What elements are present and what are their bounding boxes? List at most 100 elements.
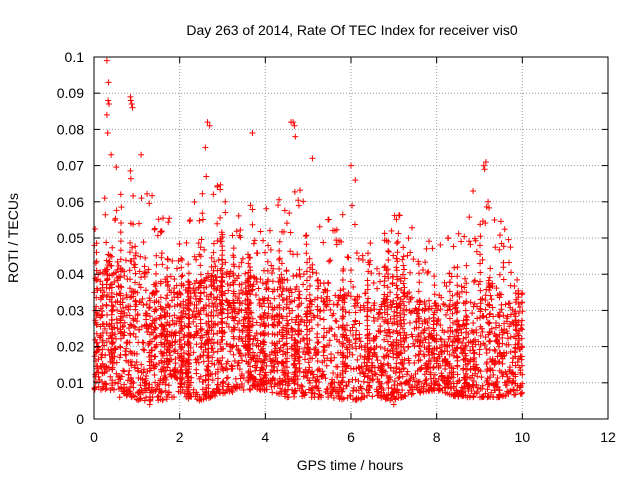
data-point: [108, 299, 115, 306]
data-point: [184, 377, 191, 384]
data-point: [239, 357, 246, 364]
data-point: [99, 360, 106, 367]
data-point: [266, 227, 273, 234]
data-point: [249, 286, 256, 293]
data-point: [509, 359, 516, 366]
data-point: [484, 377, 491, 384]
data-point: [141, 322, 148, 329]
data-point: [146, 358, 153, 365]
data-point: [164, 328, 171, 335]
data-point: [492, 332, 499, 339]
y-tick-label: 0.02: [57, 339, 84, 355]
data-point: [280, 333, 287, 340]
data-point: [283, 304, 290, 311]
data-point: [128, 101, 135, 108]
data-point: [365, 268, 372, 275]
data-point: [377, 367, 384, 374]
data-point: [300, 348, 307, 355]
data-point: [113, 291, 120, 298]
y-axis-label: ROTI / TECUs: [5, 193, 21, 283]
data-point: [223, 340, 230, 347]
data-point: [245, 359, 252, 366]
data-point: [214, 312, 221, 319]
data-point: [360, 378, 367, 385]
data-point: [460, 392, 467, 399]
y-tick-label: 0.01: [57, 375, 84, 391]
data-point: [343, 335, 350, 342]
data-point: [415, 258, 422, 265]
data-point: [512, 371, 519, 378]
data-point: [309, 375, 316, 382]
data-point: [364, 379, 371, 386]
data-point: [146, 340, 153, 347]
data-point: [163, 376, 170, 383]
data-point: [164, 319, 171, 326]
data-point: [117, 290, 124, 297]
data-point: [353, 327, 360, 334]
data-point: [201, 277, 208, 284]
data-point: [303, 241, 310, 248]
data-point: [271, 304, 278, 311]
data-point: [290, 119, 297, 126]
data-point: [486, 328, 493, 335]
data-point: [346, 392, 353, 399]
data-point: [132, 306, 139, 313]
data-point: [346, 309, 353, 316]
data-point: [370, 279, 377, 286]
data-point: [242, 288, 249, 295]
data-point: [329, 379, 336, 386]
data-point: [127, 258, 134, 265]
data-point: [384, 266, 391, 273]
data-point: [164, 301, 171, 308]
data-point: [140, 346, 147, 353]
data-point: [414, 338, 421, 345]
data-point: [479, 218, 486, 225]
data-point: [402, 379, 409, 386]
data-point: [117, 274, 124, 281]
data-point: [496, 331, 503, 338]
data-point: [218, 291, 225, 298]
data-point: [197, 253, 204, 260]
data-point: [141, 347, 148, 354]
data-point: [151, 335, 158, 342]
data-point: [391, 378, 398, 385]
data-point: [113, 269, 120, 276]
data-point: [467, 356, 474, 363]
data-point: [127, 331, 134, 338]
data-point: [158, 254, 165, 261]
data-point: [330, 301, 337, 308]
data-point: [351, 321, 358, 328]
data-point: [367, 240, 374, 247]
data-point: [114, 325, 121, 332]
data-point: [264, 267, 271, 274]
data-point: [106, 272, 113, 279]
data-point: [256, 386, 263, 393]
data-point: [205, 363, 212, 370]
data-point: [336, 338, 343, 345]
data-point: [99, 369, 106, 376]
data-point: [257, 228, 264, 235]
data-point: [496, 291, 503, 298]
data-point: [111, 217, 118, 224]
data-point: [369, 393, 376, 400]
data-point: [164, 292, 171, 299]
data-point: [316, 391, 323, 398]
data-point: [292, 286, 299, 293]
data-point: [378, 362, 385, 369]
data-point: [118, 284, 125, 291]
data-point: [190, 308, 197, 315]
data-point: [193, 332, 200, 339]
data-point: [381, 273, 388, 280]
data-point: [230, 335, 237, 342]
data-point: [324, 386, 331, 393]
data-point: [516, 364, 523, 371]
data-point: [305, 359, 312, 366]
data-point: [260, 357, 267, 364]
data-point: [230, 351, 237, 358]
data-point: [187, 216, 194, 223]
data-point: [294, 303, 301, 310]
data-point: [294, 251, 301, 258]
data-point: [384, 311, 391, 318]
data-point: [480, 162, 487, 169]
data-point: [333, 388, 340, 395]
